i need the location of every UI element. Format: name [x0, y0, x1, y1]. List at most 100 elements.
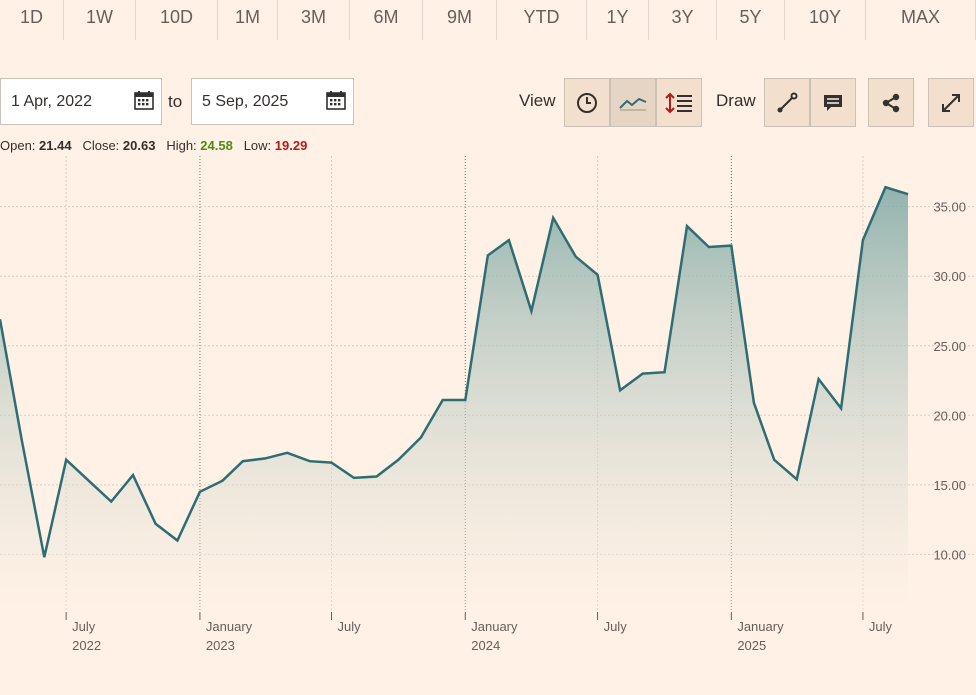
- data-point: [420, 436, 422, 438]
- price-area: [0, 187, 908, 610]
- close-label: Close:: [82, 138, 120, 153]
- data-point: [154, 523, 156, 525]
- tab-3m[interactable]: 3M: [278, 0, 350, 40]
- share-icon: [882, 93, 900, 112]
- data-point: [619, 389, 621, 391]
- start-date-field[interactable]: 1 Apr, 2022: [0, 78, 162, 125]
- low-value: 19.29: [274, 138, 308, 153]
- tab-1d[interactable]: 1D: [0, 0, 64, 40]
- data-point: [817, 378, 819, 380]
- data-point: [840, 407, 842, 409]
- data-point: [753, 402, 755, 404]
- data-point: [596, 274, 598, 276]
- x-tick-label: January: [471, 619, 518, 634]
- line-chart-icon: [619, 97, 647, 111]
- data-point: [663, 371, 665, 373]
- data-point: [530, 310, 532, 312]
- data-point: [264, 457, 266, 459]
- y-tick-label: 25.00: [933, 339, 966, 354]
- y-tick-label: 30.00: [933, 269, 966, 284]
- y-tick-label: 15.00: [933, 478, 966, 493]
- x-tick-label: January: [737, 619, 784, 634]
- fullscreen-button[interactable]: [928, 78, 974, 127]
- data-point: [862, 239, 864, 241]
- line-chart-button[interactable]: [610, 78, 656, 127]
- clock-icon: [577, 92, 597, 113]
- tab-1m[interactable]: 1M: [218, 0, 278, 40]
- data-point: [641, 372, 643, 374]
- calendar-icon[interactable]: [326, 90, 346, 110]
- x-tick-year: 2024: [471, 638, 500, 653]
- data-point: [65, 459, 67, 461]
- end-date-field[interactable]: 5 Sep, 2025: [191, 78, 354, 125]
- data-point: [796, 478, 798, 480]
- tab-9m[interactable]: 9M: [423, 0, 497, 40]
- calendar-icon[interactable]: [134, 90, 154, 110]
- high-value: 24.58: [200, 138, 233, 153]
- share-button[interactable]: [868, 78, 914, 127]
- data-point: [508, 239, 510, 241]
- close-value: 20.63: [122, 138, 156, 153]
- data-point: [21, 439, 23, 441]
- x-tick-label: July: [604, 619, 628, 634]
- tab-5y[interactable]: 5Y: [717, 0, 785, 40]
- draw-line-icon: [777, 92, 798, 112]
- ohlc-readout: Open: 21.44 Close: 20.63 High: 24.58 Low…: [0, 138, 307, 153]
- low-label: Low:: [243, 138, 272, 153]
- data-point: [43, 556, 45, 558]
- data-point: [464, 399, 466, 401]
- data-point: [176, 539, 178, 541]
- data-point: [442, 399, 444, 401]
- expand-icon: [942, 93, 960, 112]
- y-tick-label: 10.00: [933, 547, 966, 562]
- tab-ytd[interactable]: YTD: [497, 0, 587, 40]
- draw-label: Draw: [716, 91, 756, 110]
- data-point: [330, 461, 332, 463]
- period-tabs: 1D 1W 10D 1M 3M 6M 9M YTD 1Y 3Y 5Y 10Y MAX: [0, 0, 976, 40]
- time-view-button[interactable]: [564, 78, 610, 127]
- data-point: [132, 474, 134, 476]
- end-date-value: 5 Sep, 2025: [202, 92, 289, 110]
- tab-10d[interactable]: 10D: [136, 0, 218, 40]
- data-point: [286, 452, 288, 454]
- data-point: [110, 500, 112, 502]
- open-value: 21.44: [39, 138, 72, 153]
- data-point: [308, 460, 310, 462]
- indicators-button[interactable]: [656, 78, 702, 127]
- x-tick-year: 2025: [737, 638, 766, 653]
- draw-line-button[interactable]: [764, 78, 810, 127]
- comment-icon: [824, 94, 842, 111]
- data-point: [242, 460, 244, 462]
- x-tick-year: 2022: [72, 638, 101, 653]
- data-point: [907, 193, 909, 195]
- indicators-icon: [665, 92, 692, 113]
- tab-1w[interactable]: 1W: [64, 0, 136, 40]
- high-label: High:: [166, 138, 197, 153]
- annotate-button[interactable]: [810, 78, 856, 127]
- data-point: [730, 244, 732, 246]
- data-point: [884, 186, 886, 188]
- range-to-label: to: [168, 92, 183, 111]
- data-point: [552, 217, 554, 219]
- tab-10y[interactable]: 10Y: [785, 0, 866, 40]
- x-tick-year: 2023: [206, 638, 235, 653]
- y-tick-label: 20.00: [933, 408, 966, 423]
- data-point: [575, 256, 577, 258]
- tab-3y[interactable]: 3Y: [649, 0, 717, 40]
- data-point: [353, 477, 355, 479]
- price-line: [0, 185, 909, 558]
- x-tick-label: January: [206, 619, 253, 634]
- data-point: [375, 475, 377, 477]
- x-tick-label: July: [72, 619, 96, 634]
- tab-6m[interactable]: 6M: [350, 0, 423, 40]
- y-tick-label: 35.00: [933, 200, 966, 215]
- data-point: [708, 246, 710, 248]
- start-date-value: 1 Apr, 2022: [11, 92, 92, 110]
- open-label: Open:: [0, 138, 36, 153]
- view-label: View: [519, 91, 556, 110]
- data-point: [773, 459, 775, 461]
- x-tick-label: July: [338, 619, 362, 634]
- data-point: [686, 225, 688, 227]
- tab-1y[interactable]: 1Y: [587, 0, 649, 40]
